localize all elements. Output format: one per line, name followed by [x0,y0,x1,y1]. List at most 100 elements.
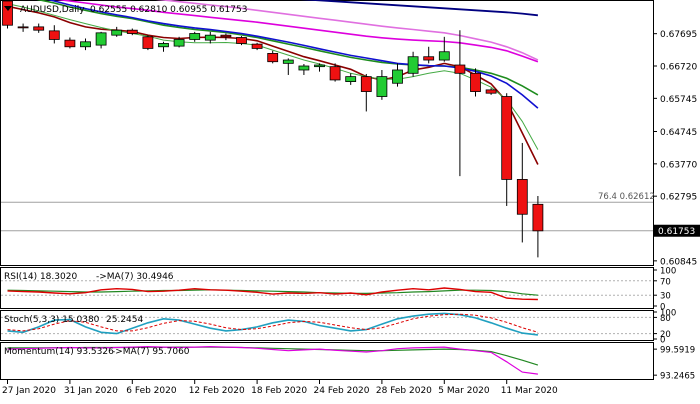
collapse-triangle-icon[interactable] [4,6,12,11]
candle [516,142,528,243]
candle [345,73,357,85]
price-reference-lines: 76.4 0.62612 [1,192,655,232]
candle [204,31,216,44]
rsi-tick-label: 30 [660,292,671,302]
stoch-signal-line [7,313,539,333]
momentum-line [7,345,538,375]
momentum-tick-label: 99.5919 [660,346,695,356]
stoch-panel-frame [0,310,654,341]
rsi-tick-label: 0 [660,303,665,313]
candle [220,33,232,41]
candle-body-bear [501,96,513,180]
rsi-ma-label: ->MA(7) 30.4946 [96,272,174,282]
candle-body-bull [298,65,310,71]
candle-body-bear [423,56,435,61]
date-label: 11 Mar 2020 [501,386,558,396]
rsi-ma-line [7,289,538,296]
candle [360,73,372,112]
moving-average-line-6 [155,0,539,61]
candle-body-bull [95,32,107,46]
candle-body-bear [220,34,232,38]
candle [17,23,29,32]
candle-body-bear [516,179,528,215]
stoch-signal-label: 25.2454 [106,315,143,325]
candle-body-bear [470,72,481,92]
candle-body-bull [204,34,216,41]
candle-body-bear [267,53,279,63]
candle-body-bull [111,29,123,36]
price-tick-label: 0.60845 [660,257,697,267]
moving-average-line-5 [55,0,539,63]
candle-body-bear [485,89,497,94]
momentum-panel-frame [0,342,654,380]
rsi-tick-label: 70 [660,277,671,287]
candle-body-bull [314,64,325,68]
momentum-tick-label: 93.2465 [660,372,695,382]
candle-body-bear [532,203,544,232]
moving-average-lines [7,0,539,165]
symbol-header: AUDUSD,Daily [20,5,85,15]
date-label: 28 Feb 2020 [376,386,432,396]
momentum-ma-label: ->MA(7) 95.7060 [112,347,190,357]
candle-body-bear [64,39,76,48]
candle [189,31,201,42]
rsi-line [7,287,538,301]
candle-body-bear [126,29,138,34]
candle [532,196,544,258]
candle-body-bear [2,0,13,26]
price-tick-label: 0.65745 [660,95,697,105]
date-label: 27 Jan 2020 [2,386,56,396]
candle-body-bear [454,64,466,74]
moving-average-line-7 [300,0,538,17]
candle [33,23,45,33]
moving-average-line-4 [7,3,539,150]
rsi-panel-frame [0,267,654,309]
candle-body-bear [329,66,341,81]
candle [485,88,497,95]
candle-body-bear [142,36,154,49]
candle [2,0,13,29]
candle [158,41,169,52]
candle-body-bull [189,33,201,40]
candle [64,37,76,49]
candle-body-bull [80,41,91,48]
date-axis: 27 Jan 2020 31 Jan 2020 6 Feb 2020 12 Feb 2… [2,380,558,396]
candle [251,42,263,51]
stoch-tick-label: 100 [660,309,676,319]
rsi-tick-label: 100 [660,267,676,277]
candle [126,28,138,36]
momentum-panel: 99.5919 93.2465 [7,345,695,382]
candle-body-bull [407,56,419,74]
candle-body-bull [158,43,169,48]
date-label: 6 Feb 2020 [126,386,177,396]
candle-body-bull [345,76,357,82]
candle [392,63,403,87]
candle-body-bear [33,26,45,31]
stoch-tick-label: 80 [660,314,671,324]
candle [438,36,450,62]
candle-body-bull [376,76,388,97]
candle-body-bull [282,59,294,64]
moving-average-line-3 [47,0,539,109]
date-label: 18 Feb 2020 [251,386,307,396]
candle-body-bear [360,76,372,92]
rsi-label: RSI(14) 18.3020 [4,272,77,282]
price-tick-label: 0.67695 [660,30,697,40]
candle [298,64,310,75]
price-tick-label: 0.66720 [660,63,697,73]
candle [376,69,388,100]
date-label: 31 Jan 2020 [64,386,118,396]
candle [95,31,107,49]
date-label: 12 Feb 2020 [189,386,245,396]
price-axis: 0.67695 0.66720 0.65745 0.64745 0.63770 0.627… [653,30,700,267]
candle [236,36,247,46]
current-price-label: 0.61753 [658,227,695,237]
candle [282,58,294,75]
candle-body-bear [17,26,29,29]
candle [423,46,435,64]
candle [470,68,481,97]
candle [80,38,91,51]
